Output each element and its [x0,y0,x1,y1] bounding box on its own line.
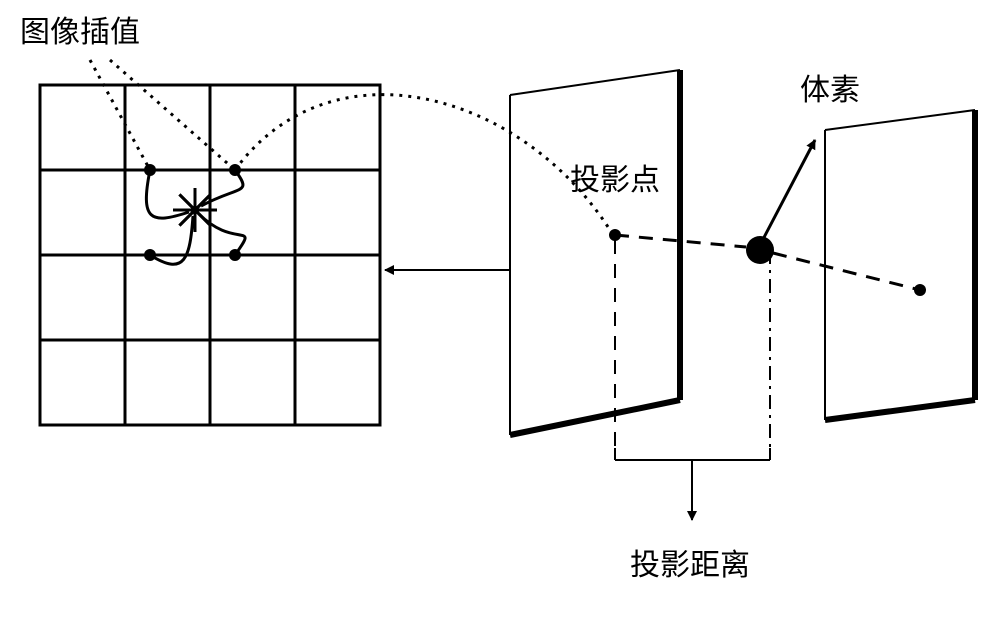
dotted-leader [90,60,150,170]
projection-ray [773,253,920,290]
far-plane-dot [914,284,926,296]
label-interpolation: 图像插值 [20,16,140,49]
swirl-curve [150,216,193,264]
image-plane-left [510,70,680,435]
grid-sample-point [229,249,241,261]
dotted-leader [235,95,610,230]
grid-sample-point [144,249,156,261]
voxel-arrow [760,140,815,245]
projection-point-dot [609,229,621,241]
dotted-leader [110,60,235,170]
label-projection-point: 投影点 [570,164,660,197]
grid-sample-point [144,164,156,176]
image-plane-right [825,110,975,420]
diagram-canvas: 图像插值体素投影点投影距离 [0,0,994,621]
interpolation-grid [40,85,380,425]
label-voxel: 体素 [800,74,860,107]
label-projection-distance: 投影距离 [630,549,750,582]
projection-distance-bracket [615,240,770,520]
